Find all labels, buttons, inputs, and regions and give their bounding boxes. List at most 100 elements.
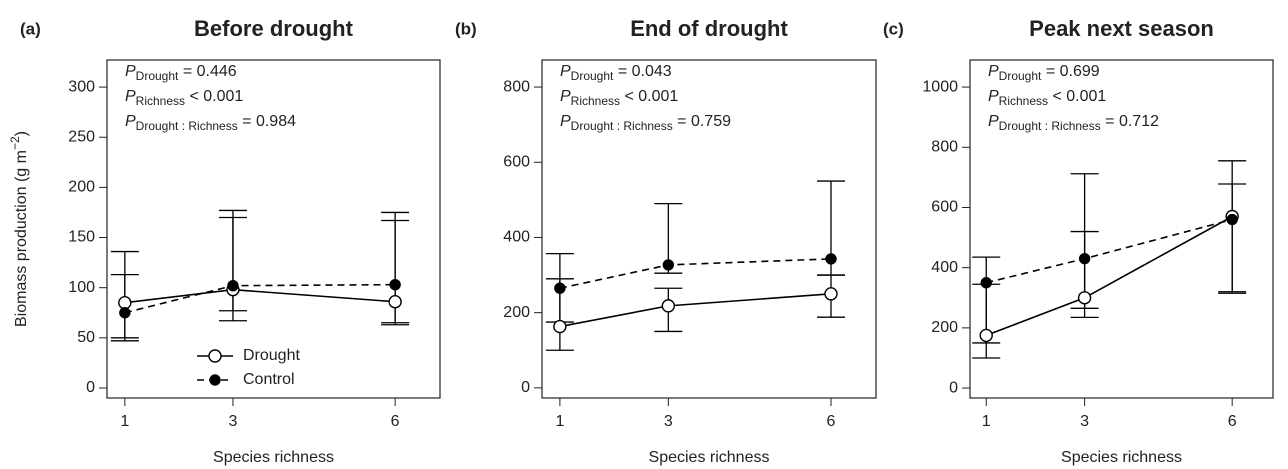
y-label-exponent: −2 <box>8 136 22 150</box>
y-label-main: Biomass production (g m <box>13 150 30 327</box>
point <box>662 259 675 271</box>
y-tick-label: 600 <box>931 199 958 216</box>
x-tick-label: 6 <box>1228 413 1237 430</box>
legend-label: Control <box>243 371 295 388</box>
x-tick-label: 6 <box>391 413 400 430</box>
x-tick-label: 6 <box>827 413 836 430</box>
stat-subscript: Drought : Richness <box>999 119 1101 133</box>
stat-text: PDrought = 0.446 <box>125 63 237 83</box>
series-line <box>559 258 832 289</box>
stat-text: PDrought : Richness = 0.984 <box>125 113 296 133</box>
y-tick-label: 100 <box>68 279 95 296</box>
x-tick-label: 3 <box>1080 413 1089 430</box>
stat-subscript: Drought <box>999 69 1042 83</box>
series-line <box>985 215 1233 337</box>
stat-value: = 0.699 <box>1041 63 1099 80</box>
stat-text: PRichness < 0.001 <box>988 88 1106 108</box>
x-axis-label: Species richness <box>649 449 770 466</box>
stat-symbol: P <box>988 113 999 130</box>
series-line <box>124 288 396 304</box>
stat-value: < 0.001 <box>185 88 243 105</box>
panel-letter: (a) <box>20 19 41 38</box>
x-tick-label: 1 <box>555 413 564 430</box>
point <box>980 277 992 289</box>
point <box>553 319 567 334</box>
stat-subscript: Richness <box>999 94 1048 108</box>
y-tick-label: 600 <box>503 153 530 170</box>
y-tick-label: 150 <box>68 229 95 246</box>
plot-frame <box>969 59 1274 399</box>
y-tick-label: 300 <box>68 78 95 95</box>
y-tick-label: 200 <box>68 179 95 196</box>
y-tick-label: 1000 <box>922 78 958 95</box>
y-label-end: ) <box>13 131 30 136</box>
x-tick-label: 3 <box>664 413 673 430</box>
y-tick-label: 250 <box>68 128 95 145</box>
panel-letter: (b) <box>455 19 477 38</box>
y-tick-label: 800 <box>503 78 530 95</box>
point <box>227 279 239 292</box>
y-axis-label: Biomass production (g m−2) <box>8 131 30 327</box>
stat-subscript: Drought : Richness <box>136 119 238 133</box>
y-tick-label: 50 <box>77 329 95 346</box>
stat-text: PRichness < 0.001 <box>560 88 678 108</box>
point <box>389 278 401 291</box>
point <box>119 307 131 319</box>
point <box>825 253 837 265</box>
stat-text: PRichness < 0.001 <box>125 88 243 108</box>
y-tick-label: 200 <box>931 319 958 336</box>
stat-subscript: Drought <box>136 69 179 83</box>
point <box>118 296 132 310</box>
stat-value: < 0.001 <box>1048 88 1106 105</box>
y-tick-label: 0 <box>949 379 958 396</box>
stat-symbol: P <box>125 88 136 105</box>
x-axis-label: Species richness <box>1061 449 1182 466</box>
x-tick-label: 3 <box>229 413 238 430</box>
point <box>979 328 993 343</box>
stat-symbol: P <box>988 88 999 105</box>
panel-title: Before drought <box>194 16 354 41</box>
panel-letter: (c) <box>883 19 904 38</box>
stat-value: = 0.984 <box>238 113 296 130</box>
series-line <box>986 218 1233 284</box>
stat-symbol: P <box>560 63 571 80</box>
panel-title: Peak next season <box>1029 16 1214 41</box>
stat-subscript: Richness <box>136 94 185 108</box>
legend-marker <box>209 374 221 386</box>
point <box>824 287 838 301</box>
legend-label: Drought <box>243 347 300 364</box>
legend-marker <box>208 349 222 363</box>
stat-symbol: P <box>125 63 136 80</box>
stat-symbol: P <box>125 113 136 130</box>
stat-text: PDrought = 0.699 <box>988 63 1100 83</box>
stat-value: = 0.759 <box>673 113 731 130</box>
stat-symbol: P <box>988 63 999 80</box>
x-tick-label: 1 <box>120 413 129 430</box>
point <box>1078 252 1091 265</box>
stat-text: PDrought = 0.043 <box>560 63 672 83</box>
x-tick-label: 1 <box>982 413 991 430</box>
stat-subscript: Drought : Richness <box>571 119 673 133</box>
y-tick-label: 800 <box>931 139 958 156</box>
point <box>554 282 566 294</box>
stat-subscript: Richness <box>571 94 620 108</box>
stat-value: = 0.043 <box>613 63 671 80</box>
stat-symbol: P <box>560 88 571 105</box>
y-tick-label: 400 <box>931 259 958 276</box>
y-tick-label: 400 <box>503 229 530 246</box>
point <box>1077 291 1092 305</box>
plot-frame <box>106 59 441 399</box>
stat-text: PDrought : Richness = 0.759 <box>560 113 731 133</box>
panel-title: End of drought <box>630 16 788 41</box>
stat-value: < 0.001 <box>620 88 678 105</box>
point <box>661 299 676 313</box>
stat-symbol: P <box>560 113 571 130</box>
stat-subscript: Drought <box>571 69 614 83</box>
series-line <box>559 293 832 328</box>
point <box>1226 213 1238 226</box>
plot-frame <box>541 59 877 399</box>
stat-value: = 0.712 <box>1101 113 1159 130</box>
y-tick-label: 200 <box>503 304 530 321</box>
stat-value: = 0.446 <box>178 63 236 80</box>
